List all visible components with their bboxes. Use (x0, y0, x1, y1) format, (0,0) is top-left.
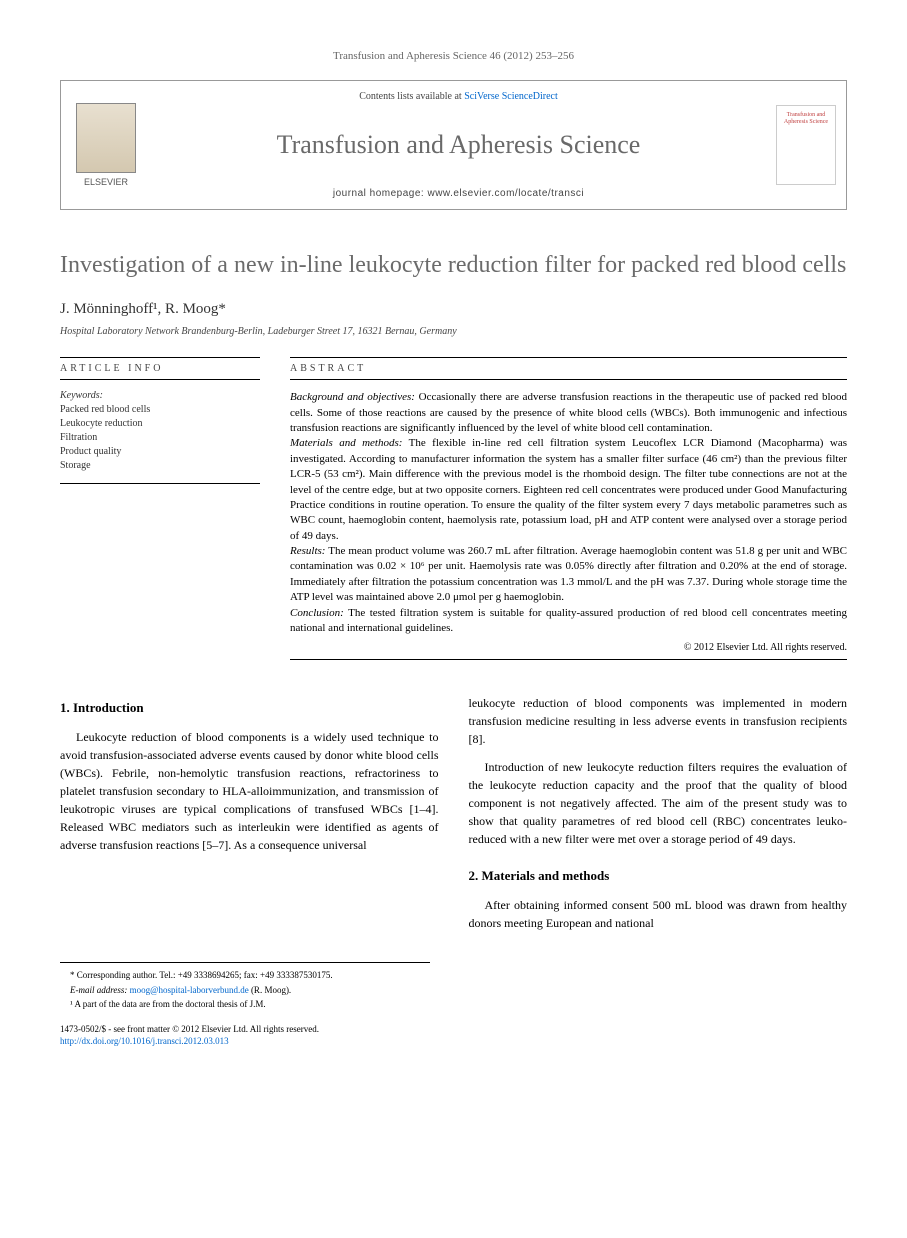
keywords-list: Packed red blood cells Leukocyte reducti… (60, 403, 260, 473)
methods-paragraph-1: After obtaining informed consent 500 mL … (469, 896, 848, 932)
abstract-results: The mean product volume was 260.7 mL aft… (290, 545, 847, 603)
homepage-prefix: journal homepage: (333, 188, 428, 199)
sciencedirect-link[interactable]: SciVerse ScienceDirect (464, 91, 558, 102)
email-footnote: E-mail address: moog@hospital-laborverbu… (60, 984, 430, 997)
intro-heading: 1. Introduction (60, 698, 439, 718)
contents-available-line: Contents lists available at SciVerse Sci… (171, 91, 746, 102)
body-columns: 1. Introduction Leukocyte reduction of b… (60, 694, 847, 942)
journal-name: Transfusion and Apheresis Science (171, 130, 746, 160)
keyword-item: Filtration (60, 431, 260, 445)
journal-cover[interactable]: Transfusion and Apheresis Science (766, 81, 846, 209)
homepage-url[interactable]: www.elsevier.com/locate/transci (427, 188, 584, 199)
keyword-item: Product quality (60, 445, 260, 459)
email-link[interactable]: moog@hospital-laborverbund.de (130, 985, 249, 995)
keyword-item: Storage (60, 459, 260, 473)
email-author: (R. Moog). (251, 985, 291, 995)
abstract-conclusion: The tested filtration system is suitable… (290, 607, 847, 634)
journal-header-box: ELSEVIER Contents lists available at Sci… (60, 80, 847, 210)
contents-prefix: Contents lists available at (359, 91, 464, 102)
right-column: leukocyte reduction of blood components … (469, 694, 848, 942)
abstract-background-label: Background and objectives: (290, 391, 415, 403)
footnotes: * Corresponding author. Tel.: +49 333869… (60, 962, 430, 1011)
keyword-item: Packed red blood cells (60, 403, 260, 417)
publisher-logo[interactable]: ELSEVIER (61, 81, 151, 209)
article-page: Transfusion and Apheresis Science 46 (20… (0, 0, 907, 1088)
cover-title-text: Transfusion and Apheresis Science (781, 112, 831, 125)
abstract-divider (290, 659, 847, 660)
left-column: 1. Introduction Leukocyte reduction of b… (60, 694, 439, 942)
abstract-methods: The flexible in-line red cell filtration… (290, 437, 847, 541)
keyword-item: Leukocyte reduction (60, 417, 260, 431)
abstract-methods-label: Materials and methods: (290, 437, 402, 449)
abstract-conclusion-label: Conclusion: (290, 607, 344, 619)
homepage-line: journal homepage: www.elsevier.com/locat… (171, 188, 746, 199)
cover-thumbnail: Transfusion and Apheresis Science (776, 105, 836, 185)
header-center: Contents lists available at SciVerse Sci… (151, 81, 766, 209)
header-citation: Transfusion and Apheresis Science 46 (20… (60, 50, 847, 62)
elsevier-tree-icon (76, 103, 136, 173)
footnote-1: ¹ A part of the data are from the doctor… (60, 998, 430, 1011)
publisher-name: ELSEVIER (84, 177, 128, 187)
issn-line: 1473-0502/$ - see front matter © 2012 El… (60, 1023, 847, 1036)
abstract-copyright: © 2012 Elsevier Ltd. All rights reserved… (290, 642, 847, 653)
footer-info: 1473-0502/$ - see front matter © 2012 El… (60, 1023, 847, 1048)
intro-paragraph-2: leukocyte reduction of blood components … (469, 694, 848, 748)
abstract-results-label: Results: (290, 545, 325, 557)
article-info-column: ARTICLE INFO Keywords: Packed red blood … (60, 357, 260, 664)
article-info-header: ARTICLE INFO (60, 357, 260, 380)
abstract-column: ABSTRACT Background and objectives: Occa… (290, 357, 847, 664)
info-abstract-row: ARTICLE INFO Keywords: Packed red blood … (60, 357, 847, 664)
corresponding-footnote: * Corresponding author. Tel.: +49 333869… (60, 969, 430, 982)
email-label: E-mail address: (70, 985, 127, 995)
authors-text: J. Mönninghoff¹, R. Moog (60, 301, 218, 317)
abstract-text: Background and objectives: Occasionally … (290, 390, 847, 636)
abstract-header: ABSTRACT (290, 357, 847, 380)
intro-paragraph-1: Leukocyte reduction of blood components … (60, 728, 439, 854)
info-divider (60, 483, 260, 484)
intro-paragraph-3: Introduction of new leukocyte reduction … (469, 758, 848, 848)
keywords-label: Keywords: (60, 390, 260, 401)
corresponding-marker[interactable]: * (218, 301, 226, 317)
affiliation: Hospital Laboratory Network Brandenburg-… (60, 326, 847, 337)
methods-heading: 2. Materials and methods (469, 866, 848, 886)
article-title: Investigation of a new in-line leukocyte… (60, 250, 847, 281)
doi-link[interactable]: http://dx.doi.org/10.1016/j.transci.2012… (60, 1036, 229, 1046)
authors-line: J. Mönninghoff¹, R. Moog* (60, 301, 847, 318)
